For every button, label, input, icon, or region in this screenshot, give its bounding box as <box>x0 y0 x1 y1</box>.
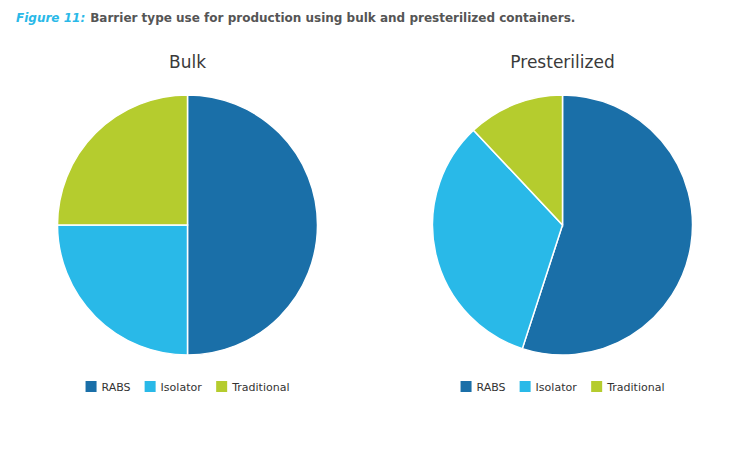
pie-slice <box>474 95 563 225</box>
pie-panel: Presterilized RABS Isolator Traditional <box>433 52 693 394</box>
legend-item: Traditional <box>216 381 289 394</box>
legend-item: Isolator <box>520 381 578 394</box>
legend-label: Isolator <box>161 381 203 394</box>
slices <box>58 95 318 355</box>
legend-item: Isolator <box>145 381 203 394</box>
pie-slice <box>58 225 188 355</box>
chart-title: Bulk <box>169 52 206 72</box>
pie-slice <box>58 95 188 225</box>
caption: Figure 11: Barrier type use for productio… <box>16 11 575 25</box>
pie-slice <box>188 95 318 355</box>
legend: RABS Isolator Traditional <box>86 381 290 394</box>
chart-title: Presterilized <box>510 52 614 72</box>
caption-label: Figure 11: <box>16 11 85 25</box>
chart-root: Figure 11: Barrier type use for productio… <box>0 0 750 450</box>
legend-swatch <box>86 381 97 392</box>
legend-item: RABS <box>86 381 131 394</box>
legend-item: RABS <box>461 381 506 394</box>
legend-label: RABS <box>477 381 506 394</box>
legend-label: RABS <box>102 381 131 394</box>
caption-text: Barrier type use for production using bu… <box>90 11 575 25</box>
legend: RABS Isolator Traditional <box>461 381 665 394</box>
pie-panel: Bulk RABS Isolator Traditional <box>58 52 318 394</box>
slices <box>433 95 693 355</box>
legend-swatch <box>520 381 531 392</box>
legend-swatch <box>591 381 602 392</box>
legend-swatch <box>145 381 156 392</box>
legend-label: Traditional <box>231 381 289 394</box>
legend-item: Traditional <box>591 381 664 394</box>
legend-swatch <box>216 381 227 392</box>
legend-label: Traditional <box>606 381 664 394</box>
legend-swatch <box>461 381 472 392</box>
legend-label: Isolator <box>536 381 578 394</box>
